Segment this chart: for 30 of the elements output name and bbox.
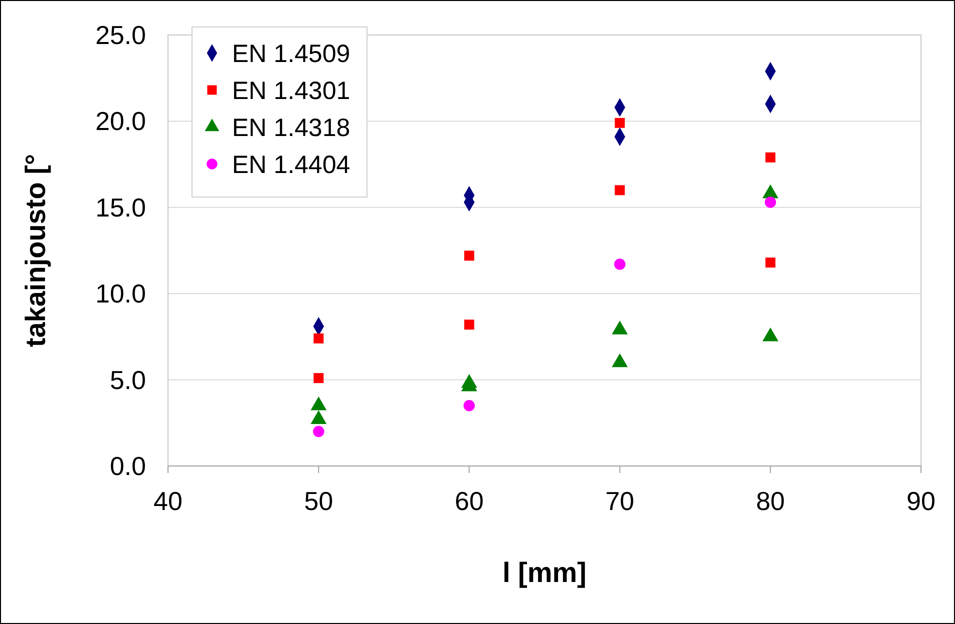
- point: [464, 250, 474, 261]
- point: [314, 373, 324, 384]
- x-tick-label: 50: [304, 486, 334, 516]
- x-tick-label: 80: [756, 486, 785, 516]
- point: [312, 426, 324, 438]
- point: [765, 258, 776, 268]
- point: [464, 400, 475, 412]
- y-axis-title: takainjousto [°: [20, 154, 51, 348]
- legend-label: EN 1.4509: [232, 40, 350, 68]
- point: [764, 196, 776, 208]
- y-tick-label: 25.0: [95, 20, 146, 50]
- point: [614, 258, 626, 270]
- y-tick-label: 10.0: [95, 278, 146, 309]
- x-tick-label: 60: [454, 486, 484, 516]
- legend-label: EN 1.4404: [232, 151, 350, 179]
- legend-label: EN 1.4301: [232, 77, 350, 105]
- point: [464, 320, 474, 330]
- y-tick-label: 0.0: [110, 451, 146, 481]
- point: [314, 333, 324, 344]
- x-tick-label: 70: [605, 486, 634, 516]
- y-tick-label: 20.0: [95, 106, 146, 136]
- x-axis-title: l [mm]: [502, 557, 586, 588]
- y-tick-label: 15.0: [95, 192, 146, 222]
- x-tick-label: 40: [154, 486, 182, 516]
- point: [765, 152, 776, 162]
- legend-label: EN 1.4318: [232, 114, 350, 142]
- point: [614, 118, 625, 128]
- y-tick-label: 5.0: [110, 364, 146, 395]
- x-tick-label: 90: [906, 486, 936, 516]
- point: [614, 185, 625, 196]
